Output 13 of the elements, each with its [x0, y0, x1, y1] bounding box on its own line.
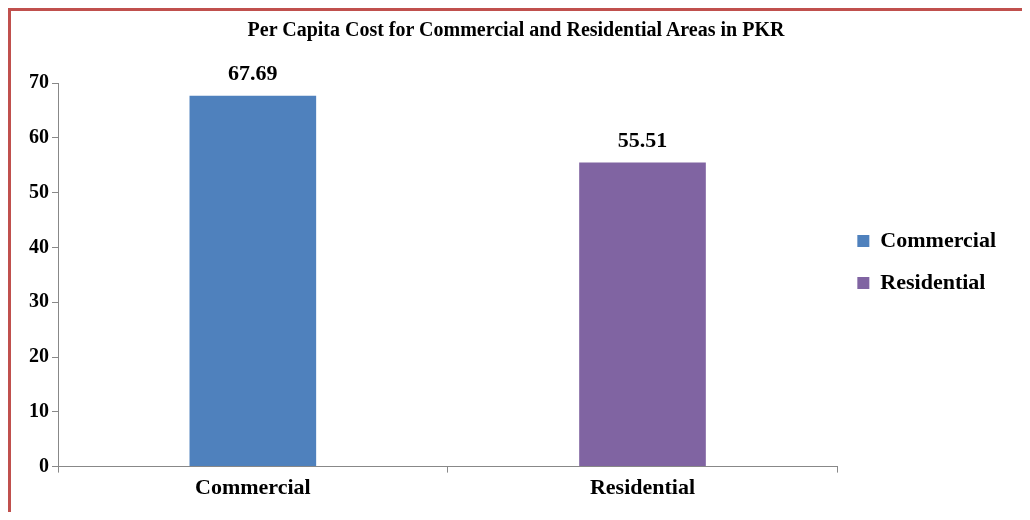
legend-label: Commercial	[880, 226, 997, 252]
y-tick-label: 10	[29, 398, 49, 421]
y-tick-label: 20	[29, 344, 49, 367]
data-label: 67.69	[228, 60, 278, 86]
chart-title: Per Capita Cost for Commercial and Residential Areas in PKR	[247, 18, 785, 42]
y-tick-label: 40	[29, 234, 49, 257]
y-tick-label: 60	[29, 124, 49, 147]
legend-label: Residential	[880, 268, 986, 294]
y-tick-label: 0	[39, 453, 49, 476]
y-tick-label: 70	[29, 70, 49, 93]
y-tick-label: 50	[29, 179, 49, 202]
y-tick-label: 30	[29, 289, 49, 312]
data-label: 55.51	[617, 127, 668, 153]
